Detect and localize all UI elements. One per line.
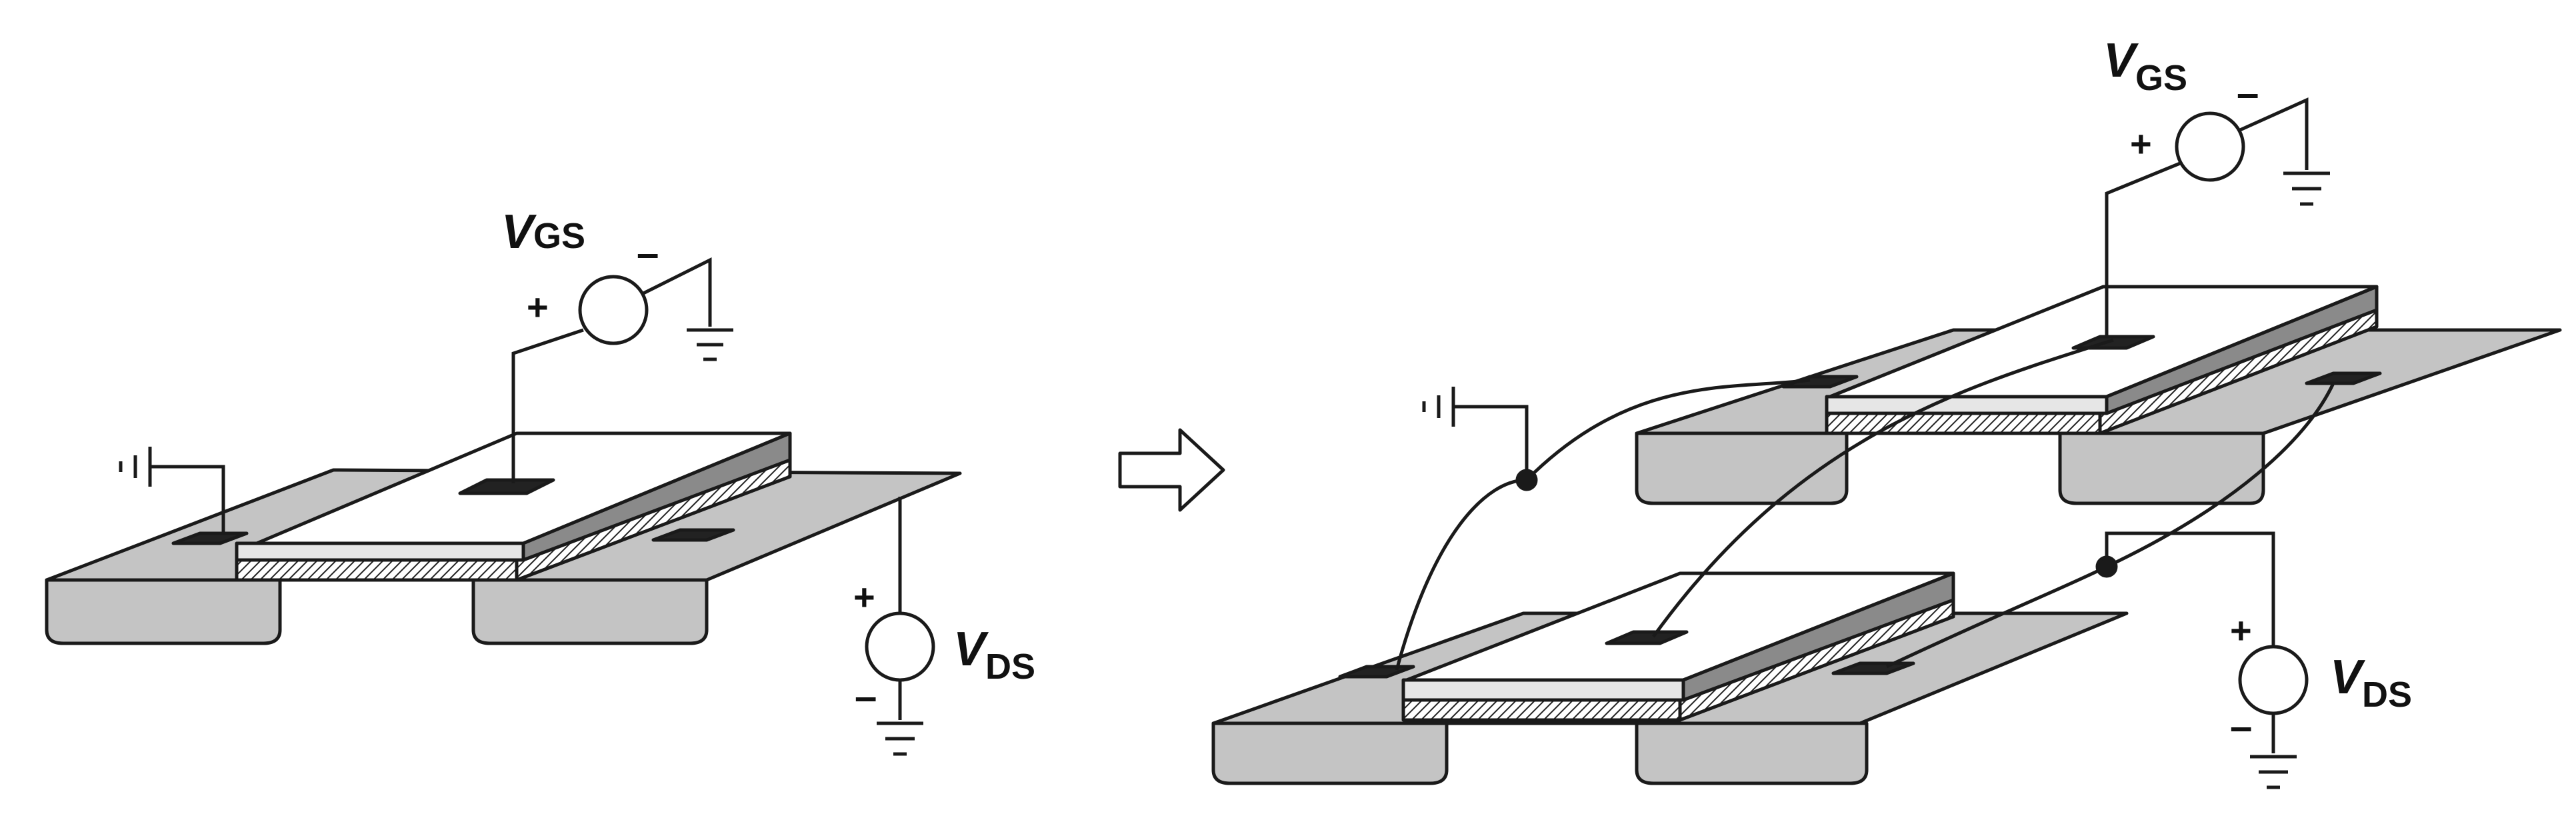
right-vds-minus: – bbox=[2230, 704, 2252, 749]
left-drain-contact bbox=[651, 528, 735, 542]
transform-arrow-icon bbox=[1118, 428, 1225, 512]
right-top-drain-well bbox=[2058, 431, 2265, 505]
left-vds-label-sub: DS bbox=[985, 647, 1035, 687]
left-vgs-minus: – bbox=[637, 231, 659, 275]
right-vgs-label-sub: GS bbox=[2135, 58, 2187, 98]
left-vds-plus: + bbox=[853, 576, 875, 618]
left-vgs-label-v: V bbox=[501, 205, 537, 259]
left-gate-contact bbox=[458, 478, 555, 495]
right-bottom-gate-side bbox=[1681, 571, 1955, 702]
left-gate-front bbox=[235, 541, 525, 562]
right-vds-label-sub: DS bbox=[2362, 675, 2412, 715]
left-vds-label-v: V bbox=[953, 623, 989, 676]
left-vgs-plus: + bbox=[527, 286, 549, 328]
left-drain-well bbox=[471, 578, 709, 645]
left-vgs-source-icon bbox=[578, 275, 649, 345]
right-vds-source-icon bbox=[2238, 645, 2309, 715]
right-bottom-source-well bbox=[1211, 721, 1449, 785]
right-labels: V GS + – V DS + – bbox=[2103, 34, 2412, 749]
right-vgs-label-v: V bbox=[2103, 34, 2139, 87]
right-top-source-well bbox=[1635, 431, 1849, 505]
left-vgs-label-sub: GS bbox=[533, 216, 585, 256]
right-bottom-drain-well bbox=[1635, 721, 1869, 785]
right-bottom-gate-contact bbox=[1605, 630, 1689, 645]
left-source-contact bbox=[171, 531, 249, 545]
right-top-device bbox=[1635, 285, 2562, 505]
right-bottom-gate-front bbox=[1401, 678, 1685, 702]
left-oxide-front bbox=[235, 558, 519, 582]
right-bottom-device bbox=[1211, 571, 2129, 785]
right-vds-plus: + bbox=[2230, 609, 2252, 651]
right-top-drain-contact bbox=[2305, 371, 2382, 385]
right-vgs-source-icon bbox=[2175, 111, 2245, 182]
right-bottom-oxide-front bbox=[1401, 698, 1682, 722]
left-vds-minus: – bbox=[855, 674, 877, 719]
right-wiring bbox=[1395, 97, 2335, 789]
left-gate-side bbox=[521, 431, 792, 562]
left-wiring bbox=[119, 257, 935, 756]
right-vgs-plus: + bbox=[2130, 123, 2152, 165]
right-top-gate-front bbox=[1825, 395, 2109, 415]
left-vds-source-icon bbox=[865, 611, 935, 682]
right-top-oxide-front bbox=[1825, 411, 2102, 435]
right-top-gate-side bbox=[2105, 285, 2379, 415]
left-device bbox=[45, 431, 962, 645]
left-labels: V GS + – V DS + – bbox=[501, 205, 1035, 719]
right-vgs-minus: – bbox=[2237, 71, 2259, 115]
left-source-well bbox=[45, 578, 282, 645]
right-vds-label-v: V bbox=[2330, 651, 2366, 704]
